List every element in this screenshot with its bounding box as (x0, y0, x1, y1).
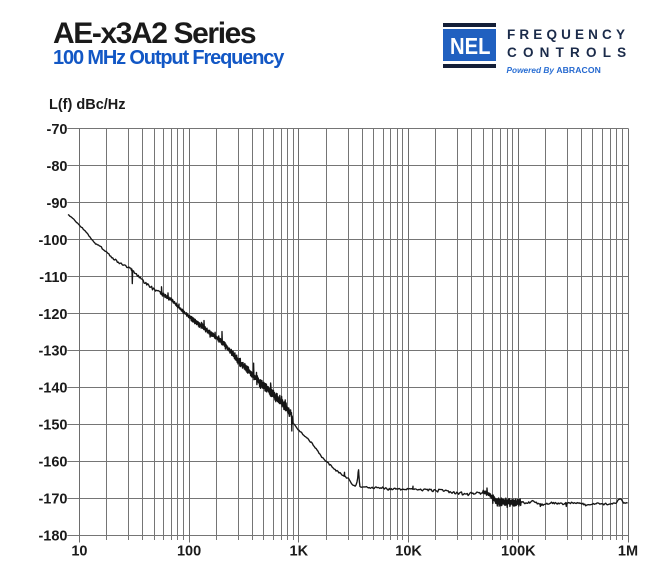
svg-text:100: 100 (177, 544, 201, 560)
svg-text:-110: -110 (39, 270, 67, 286)
svg-text:-150: -150 (38, 418, 67, 434)
svg-text:100K: 100K (501, 544, 536, 560)
svg-text:-80: -80 (47, 159, 68, 175)
svg-text:-100: -100 (38, 233, 67, 249)
svg-text:-180: -180 (38, 529, 67, 545)
svg-text:-140: -140 (38, 381, 67, 397)
svg-text:1K: 1K (290, 544, 309, 560)
svg-text:1M: 1M (618, 544, 638, 560)
svg-text:-70: -70 (47, 122, 68, 138)
svg-text:-90: -90 (47, 196, 68, 212)
svg-text:-170: -170 (38, 492, 67, 508)
svg-text:-120: -120 (38, 307, 67, 323)
svg-text:-130: -130 (38, 344, 67, 360)
svg-text:10: 10 (71, 544, 87, 560)
svg-text:-160: -160 (38, 455, 67, 471)
svg-text:10K: 10K (395, 544, 422, 560)
